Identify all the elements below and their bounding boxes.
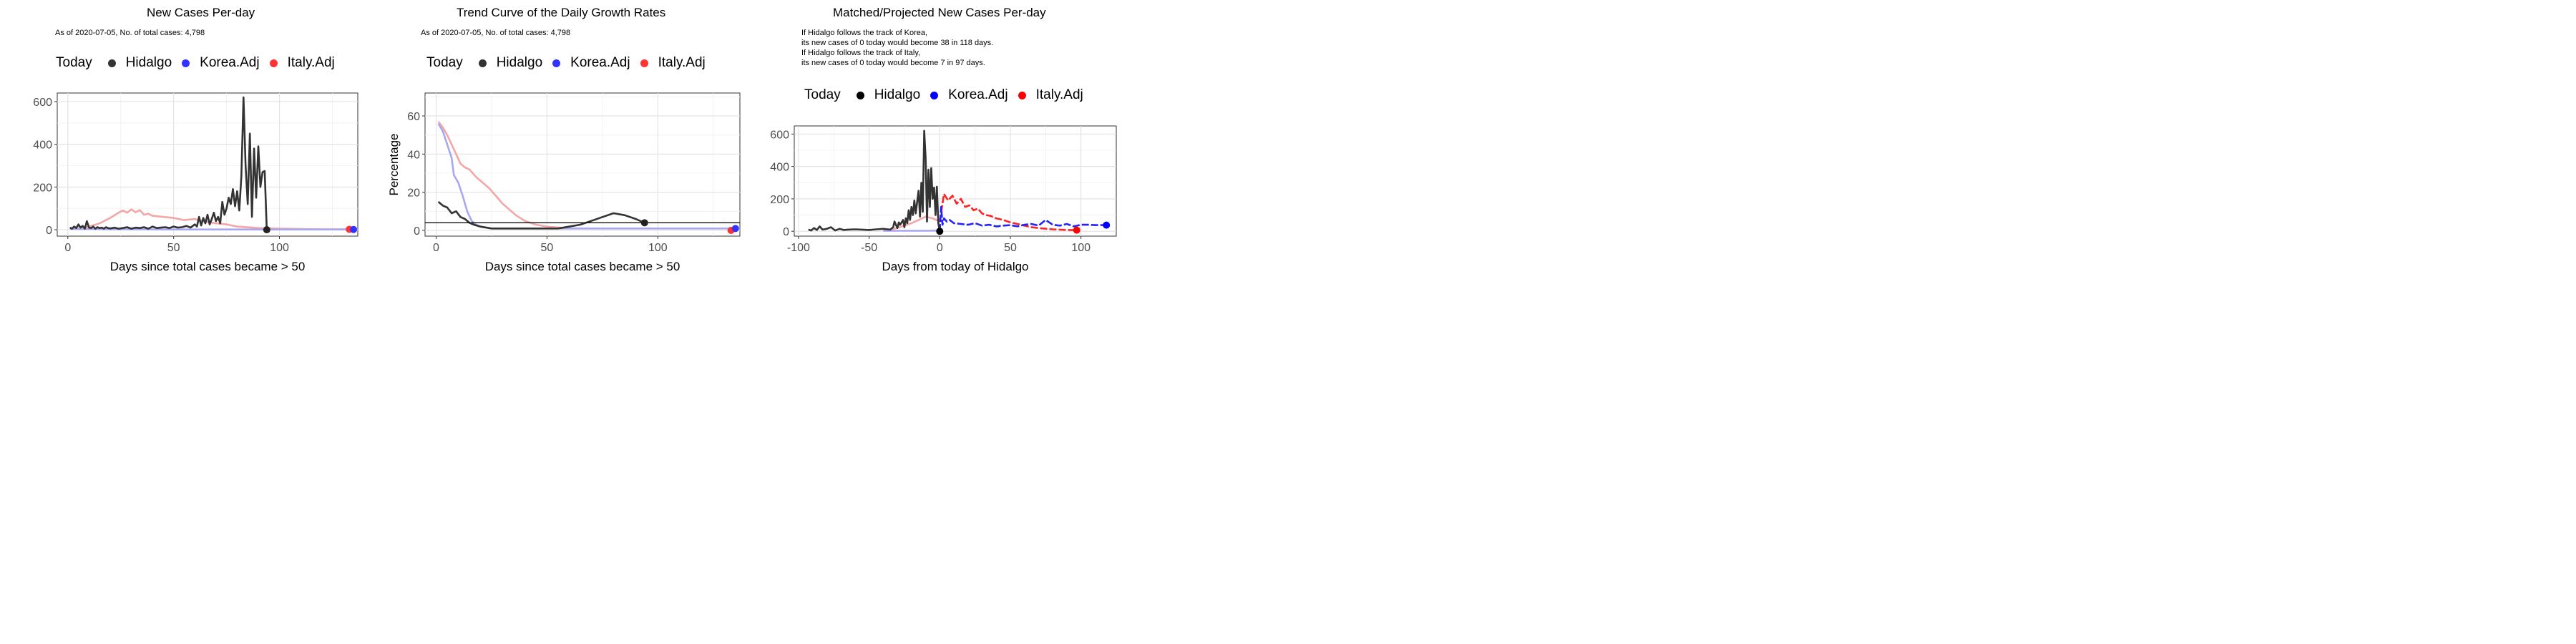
today-point-korea-adj [1103, 221, 1111, 229]
x-tick-label: 0 [937, 242, 943, 254]
series-line-hidalgo [69, 96, 268, 230]
legend-dot [107, 59, 116, 67]
x-tick-label: 100 [1071, 242, 1091, 254]
legend-label: Italy.Adj [1035, 87, 1083, 102]
legend-label: Korea.Adj [948, 87, 1008, 102]
legend-dot [930, 91, 939, 99]
legend-title: Today [804, 87, 841, 102]
x-tick-label: 0 [433, 242, 439, 254]
legend-dot [640, 59, 648, 67]
y-tick-label: 0 [783, 226, 789, 238]
series-line-korea-adj [437, 123, 736, 230]
y-tick-label: 600 [770, 129, 789, 141]
chart-legend: Today Hidalgo Korea.Adj Italy.Adj [56, 55, 335, 71]
legend-dot [856, 91, 864, 99]
x-tick-label: 100 [270, 242, 289, 254]
chart-subtitle: As of 2020-07-05, No. of total cases: 4,… [55, 29, 205, 37]
chart-subtitle-line-3: If Hidalgo follows the track of Italy, [801, 49, 921, 57]
today-point-italy-adj [1073, 226, 1080, 234]
legend-dot [1018, 91, 1026, 99]
x-tick-label: 0 [64, 242, 71, 254]
legend-label: Hidalgo [125, 55, 172, 70]
chart-legend: Today Hidalgo Korea.Adj Italy.Adj [426, 55, 706, 71]
y-tick-label: 600 [33, 97, 52, 109]
x-tick-label: -100 [787, 242, 810, 254]
chart-subtitle: As of 2020-07-05, No. of total cases: 4,… [421, 29, 571, 37]
legend-label: Italy.Adj [658, 55, 706, 70]
chart-panel-growth-rates: Trend Curve of the Daily Growth Rates As… [374, 0, 747, 276]
x-tick-label: 100 [648, 242, 668, 254]
y-tick-label: 0 [46, 225, 52, 237]
x-tick-label: 50 [541, 242, 554, 254]
chart-legend: Today Hidalgo Korea.Adj Italy.Adj [804, 87, 1083, 103]
y-tick-label: 400 [33, 140, 52, 152]
x-tick-label: 50 [1004, 242, 1017, 254]
legend-item-korea: Korea.Adj [552, 55, 630, 71]
x-tick-label: -50 [861, 242, 877, 254]
legend-item-italy: Italy.Adj [640, 55, 706, 71]
legend-item-hidalgo: Hidalgo [107, 55, 172, 71]
y-tick-label: 40 [407, 149, 420, 161]
legend-label: Korea.Adj [570, 55, 630, 70]
plot-area [57, 92, 358, 237]
chart-title: New Cases Per-day [147, 6, 255, 19]
series-line-italy-adj-matched [883, 215, 940, 232]
legend-item-hidalgo: Hidalgo [856, 87, 921, 103]
chart-plot-new-cases: 0 50 100 0 200 400 600 Days since total cases b… [33, 92, 358, 273]
chart-panel-projected: Matched/Projected New Cases Per-day If H… [747, 0, 1122, 276]
plot-area [424, 92, 741, 237]
chart-subtitle-line-1: If Hidalgo follows the track of Korea, [801, 29, 928, 37]
legend-item-hidalgo: Hidalgo [478, 55, 543, 71]
x-axis-label: Days since total cases became > 50 [110, 260, 306, 273]
legend-label: Italy.Adj [287, 55, 335, 70]
y-axis-label: Percentage [387, 134, 401, 196]
series-line-hidalgo [437, 201, 645, 230]
x-axis-label: Days since total cases became > 50 [485, 260, 680, 273]
legend-title: Today [56, 55, 92, 70]
series-line-italy-adj [69, 208, 350, 230]
legend-dot [478, 59, 487, 67]
today-point-korea-adj [350, 225, 358, 233]
chart-title: Trend Curve of the Daily Growth Rates [457, 6, 666, 19]
chart-subtitle-line-2: its new cases of 0 today would become 38… [801, 39, 994, 47]
y-tick-label: 0 [414, 225, 420, 238]
y-tick-label: 20 [407, 187, 420, 200]
series-line-italy-adj-projected [939, 192, 1077, 231]
y-tick-label: 60 [407, 111, 420, 123]
plot-area [794, 125, 1117, 237]
legend-label: Hidalgo [496, 55, 543, 70]
chart-plot-growth-rates: 0 50 100 0 20 40 60 Days since total cases beca… [387, 92, 741, 273]
legend-label: Hidalgo [874, 87, 921, 102]
today-point-hidalgo [640, 219, 648, 227]
x-tick-label: 50 [167, 242, 180, 254]
chart-plot-projected: -100 -50 0 50 100 0 200 400 600 Days from today o… [770, 125, 1117, 273]
today-point-hidalgo [936, 228, 944, 235]
legend-dot [182, 59, 190, 67]
x-axis-label: Days from today of Hidalgo [882, 260, 1028, 273]
series-line-korea-adj-projected [939, 205, 1107, 232]
legend-label: Korea.Adj [200, 55, 260, 70]
chart-panel-new-cases: New Cases Per-day As of 2020-07-05, No. … [0, 0, 374, 276]
series-line-korea-adj [69, 228, 354, 231]
legend-dot [552, 59, 561, 67]
y-tick-label: 200 [770, 194, 789, 206]
legend-title: Today [426, 55, 463, 70]
chart-subtitle-line-4: its new cases of 0 today would become 7 … [801, 59, 985, 67]
legend-item-korea: Korea.Adj [182, 55, 260, 71]
chart-title: Matched/Projected New Cases Per-day [833, 6, 1046, 19]
legend-item-korea: Korea.Adj [930, 87, 1008, 103]
legend-item-italy: Italy.Adj [1018, 87, 1083, 103]
today-point-hidalgo [263, 226, 270, 234]
today-point-korea-adj [731, 225, 739, 233]
legend-dot [269, 59, 278, 67]
series-line-hidalgo [808, 130, 941, 232]
y-tick-label: 400 [770, 162, 789, 174]
legend-item-italy: Italy.Adj [269, 55, 335, 71]
y-tick-label: 200 [33, 182, 52, 194]
